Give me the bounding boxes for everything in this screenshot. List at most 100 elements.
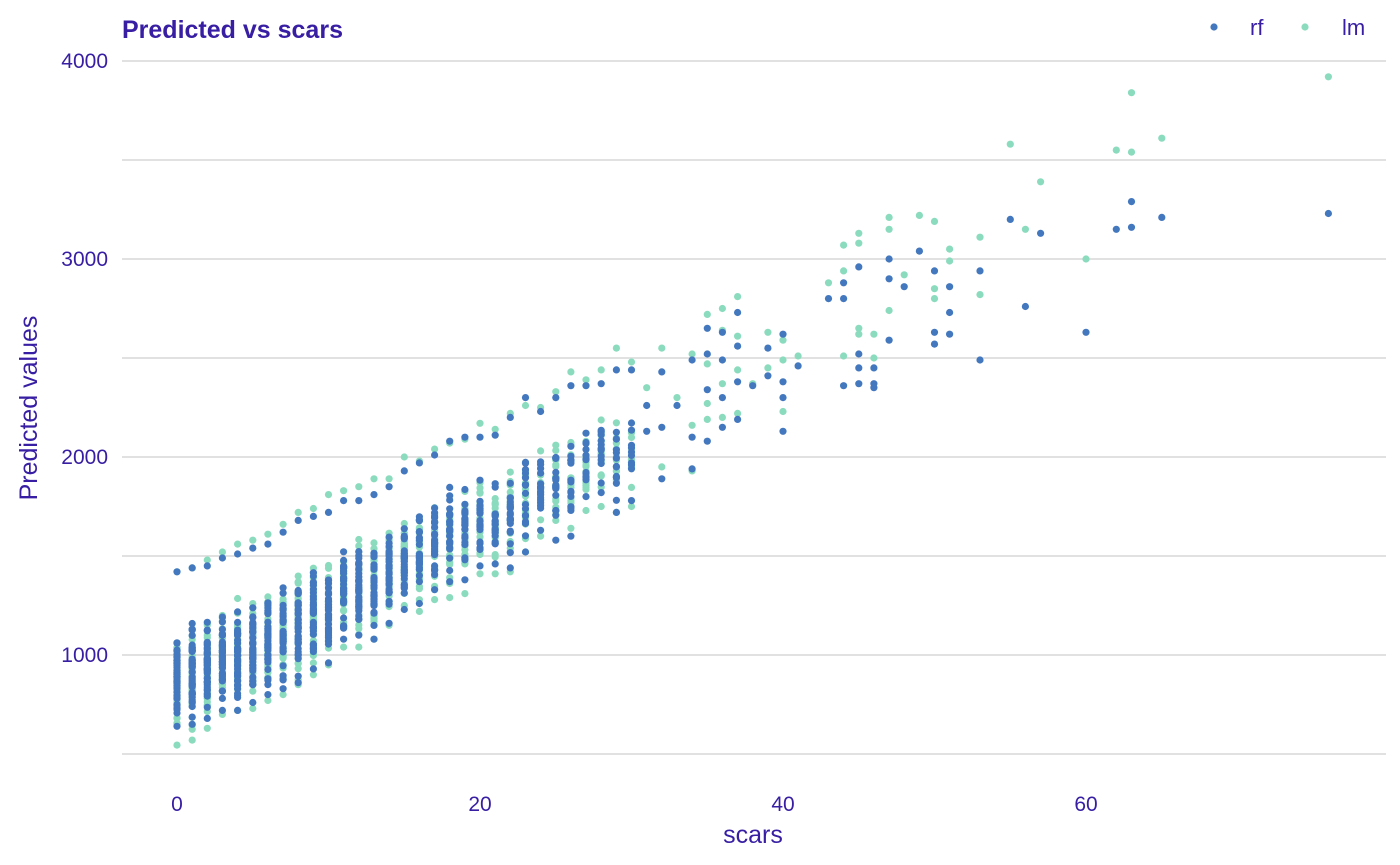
point-rf [521,481,530,489]
point-lm [930,285,939,293]
point-rf [188,702,196,711]
point-rf [234,608,242,616]
point-rf [385,589,393,597]
point-lm [294,665,302,673]
point-rf [355,548,363,556]
point-lm [1127,148,1136,156]
point-rf [294,606,302,614]
point-rf [203,618,211,626]
point-lm [703,360,711,368]
point-lm [279,520,287,528]
point-rf [188,631,196,640]
point-rf [521,466,530,474]
point-rf [355,631,363,639]
point-rf [764,344,772,352]
point-rf [476,562,484,570]
point-rf [552,536,560,544]
point-rf [643,401,651,410]
point-rf [461,514,469,523]
point-rf [415,599,423,608]
point-lm [552,388,560,396]
point-rf [582,493,590,501]
y-tick-label: 3000 [61,248,108,271]
point-rf [552,491,560,499]
point-rf [249,640,257,648]
point-rf [370,584,378,592]
point-lm [946,245,954,253]
point-rf [309,640,317,648]
point-rf [415,560,423,568]
point-rf [476,545,484,554]
point-rf [309,569,317,577]
point-lm [1037,178,1045,186]
point-rf [627,419,636,427]
point-rf [537,460,545,468]
point-rf [309,585,317,593]
point-rf [431,586,439,594]
point-rf [234,706,242,715]
point-rf [173,700,181,709]
point-rf [627,366,636,374]
point-lm [537,447,545,455]
point-rf [340,585,348,593]
point-rf [446,578,454,586]
point-lm [840,267,848,275]
point-lm [764,328,772,336]
point-rf [355,593,363,601]
point-rf [718,356,727,364]
point-rf [506,494,514,502]
point-rf [340,599,348,607]
point-rf [612,479,621,487]
legend-label-rf: rf [1250,15,1264,40]
point-lm [643,384,651,392]
point-rf [521,548,530,556]
point-lm [234,594,242,603]
point-rf [234,661,242,669]
point-rf [582,451,590,459]
point-rf [597,489,605,497]
point-rf [461,534,469,542]
point-rf [537,407,545,416]
point-lm [1082,255,1090,263]
point-rf [552,394,560,402]
point-rf [476,522,484,530]
point-rf [400,525,408,533]
point-lm [885,225,893,233]
point-rf [567,382,575,390]
point-rf [627,461,636,469]
point-lm [476,489,484,497]
point-rf [279,528,287,536]
point-rf [203,687,211,695]
point-rf [355,576,363,585]
point-rf [612,435,621,443]
point-rf [309,579,317,587]
point-rf [173,663,181,671]
point-rf [870,384,878,392]
point-rf [506,413,514,421]
x-tick-label: 40 [771,793,794,816]
point-rf [521,512,530,520]
point-rf [461,576,469,584]
point-rf [279,685,287,693]
point-rf [930,267,939,275]
point-rf [309,623,317,631]
y-tick-label: 4000 [61,50,108,73]
point-rf [627,497,636,505]
point-rf [612,496,621,504]
point-lm [203,556,211,564]
point-rf [521,394,530,402]
point-lm [582,506,590,515]
point-lm [734,332,742,340]
point-lm [703,310,711,318]
point-rf [612,473,621,481]
point-rf [249,681,257,689]
point-rf [324,590,333,598]
point-rf [415,528,423,536]
point-rf [218,554,226,562]
point-lm [415,607,423,616]
point-rf [552,454,560,462]
point-rf [309,665,317,673]
point-rf [324,637,333,645]
point-rf [506,564,514,572]
point-rf [431,518,439,526]
